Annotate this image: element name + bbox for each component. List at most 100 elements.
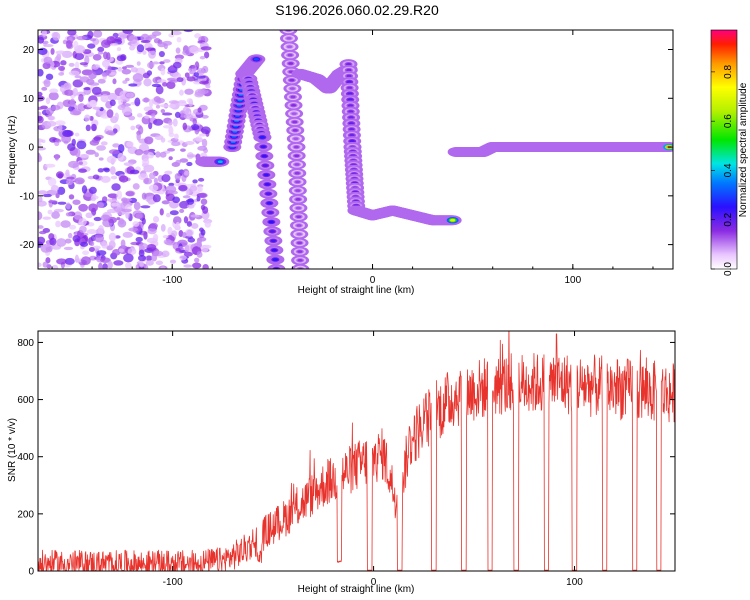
noise-speckle (184, 72, 190, 78)
noise-speckle (67, 143, 76, 152)
noise-speckle (108, 232, 117, 242)
noise-speckle (88, 186, 97, 194)
ridge-mark-2 (269, 230, 275, 233)
noise-speckle (97, 78, 106, 84)
ridge-mark-5 (347, 98, 353, 101)
noise-speckle (125, 262, 132, 269)
noise-speckle (45, 107, 54, 115)
noise-speckle (138, 125, 144, 135)
noise-speckle (55, 220, 61, 228)
noise-speckle (136, 44, 145, 53)
noise-speckle (129, 169, 140, 175)
ridge-mark-5 (348, 116, 354, 119)
noise-speckle (109, 43, 119, 47)
noise-speckle (176, 77, 184, 83)
noise-speckle (152, 194, 161, 203)
noise-speckle (159, 151, 167, 158)
ridge-mark-3 (289, 78, 295, 82)
noise-speckle (144, 136, 154, 145)
spectrogram-x-axis-label: Height of straight line (km) (298, 285, 415, 296)
noise-speckle (123, 253, 134, 263)
noise-speckle (201, 126, 211, 135)
noise-speckle (109, 99, 116, 107)
noise-speckle (201, 114, 209, 119)
noise-speckle (109, 166, 116, 175)
ridge-mark-0 (217, 160, 223, 163)
ridge-mark-5 (349, 133, 355, 137)
noise-speckle (57, 201, 67, 205)
noise-speckle (164, 170, 173, 175)
noise-speckle (92, 53, 102, 61)
noise-speckle (199, 227, 204, 233)
noise-speckle (148, 99, 154, 108)
noise-speckle (65, 202, 71, 210)
ridge-mark-3 (287, 53, 293, 57)
noise-speckle (78, 161, 84, 165)
noise-speckle (52, 31, 61, 41)
noise-speckle (57, 186, 66, 196)
noise-speckle (101, 59, 110, 68)
noise-speckle (172, 61, 182, 69)
ridge-mark-3 (288, 62, 294, 65)
noise-speckle (118, 143, 125, 153)
noise-speckle (80, 241, 89, 247)
noise-speckle (62, 129, 73, 138)
noise-speckle (205, 84, 211, 89)
noise-speckle (108, 149, 120, 155)
noise-speckle (94, 152, 99, 158)
noise-speckle (74, 148, 81, 158)
noise-speckle (100, 257, 111, 263)
noise-speckle (148, 34, 157, 39)
noise-speckle (197, 89, 209, 95)
noise-speckle (100, 141, 108, 146)
noise-speckle (72, 87, 78, 97)
noise-speckle (79, 62, 89, 66)
noise-speckle (155, 104, 161, 109)
noise-speckle (88, 203, 98, 213)
noise-speckle (161, 200, 170, 205)
noise-speckle (69, 98, 76, 108)
noise-speckle (106, 130, 115, 136)
noise-speckle (128, 227, 138, 232)
ridge-mark-3 (292, 129, 298, 132)
noise-speckle (51, 211, 60, 219)
noise-speckle (100, 94, 109, 103)
ridge-mark-6 (450, 218, 456, 222)
noise-speckle (60, 60, 67, 66)
noise-speckle (196, 239, 202, 248)
noise-speckle (172, 216, 182, 225)
noise-speckle (148, 122, 153, 130)
noise-speckle (49, 88, 59, 94)
noise-speckle (183, 216, 189, 224)
noise-speckle (197, 67, 205, 76)
ridge-mark-3 (287, 45, 293, 49)
noise-speckle (106, 198, 117, 202)
noise-speckle (112, 78, 117, 85)
y-tick-label: -10 (20, 191, 35, 202)
noise-speckle (110, 175, 118, 180)
noise-speckle (38, 190, 48, 195)
noise-speckle (106, 109, 114, 118)
noise-speckle (168, 120, 173, 126)
noise-speckle (128, 35, 138, 45)
noise-speckle (125, 77, 130, 82)
noise-speckle (186, 154, 198, 158)
noise-speckle (179, 208, 185, 214)
noise-speckle (66, 176, 75, 180)
noise-speckle (146, 243, 157, 251)
noise-speckle (89, 99, 98, 107)
noise-speckle (38, 225, 44, 229)
noise-speckle (65, 212, 73, 217)
noise-speckle (166, 81, 176, 90)
noise-speckle (64, 238, 72, 244)
spectrogram-heatmap (38, 30, 673, 269)
noise-speckle (66, 178, 74, 186)
noise-speckle (128, 83, 138, 87)
noise-speckle (38, 36, 45, 44)
ridge-mark-3 (286, 37, 292, 40)
noise-speckle (172, 196, 181, 204)
noise-speckle (48, 91, 59, 101)
noise-speckle (78, 203, 88, 212)
noise-speckle (189, 65, 196, 69)
